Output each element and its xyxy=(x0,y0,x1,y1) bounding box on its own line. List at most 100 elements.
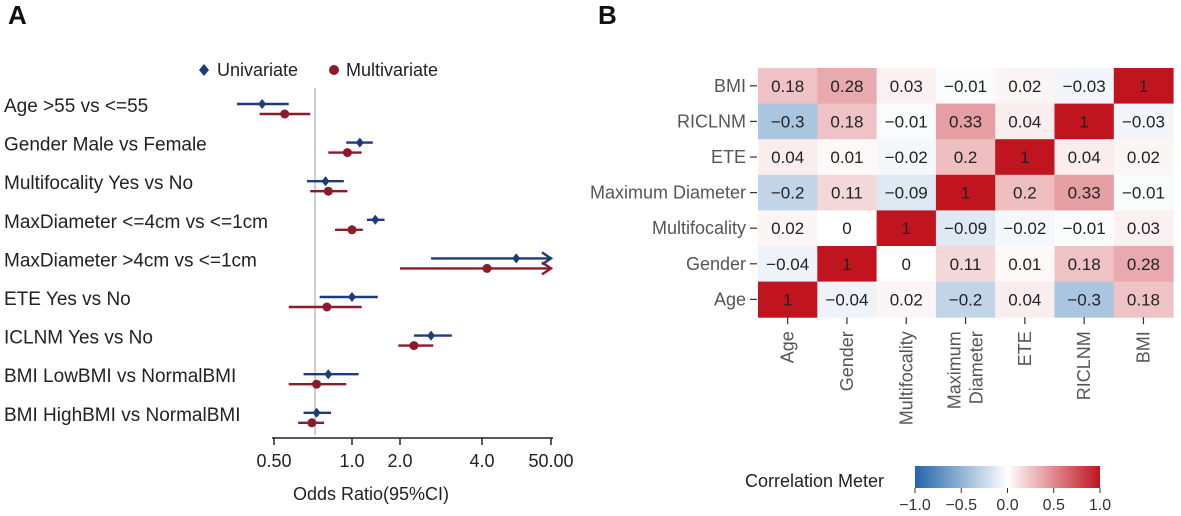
heatmap-cell xyxy=(995,68,1055,105)
y-axis-label: RICLNM xyxy=(677,111,746,131)
heatmap-cell xyxy=(817,139,878,176)
heatmap-cell xyxy=(995,139,1055,176)
x-tick-label: 4.0 xyxy=(469,451,494,471)
heatmap-cell-label: −0.01 xyxy=(885,112,928,131)
heatmap-cell xyxy=(1113,174,1174,211)
x-tick-label: 50.00 xyxy=(528,451,573,471)
heatmap-cell-label: 0.33 xyxy=(949,112,982,131)
legend-univariate-label: Univariate xyxy=(217,60,298,80)
heatmap-cell-label: 0.01 xyxy=(830,148,863,167)
heatmap-cell-label: 0.2 xyxy=(954,148,978,167)
multivariate-point xyxy=(347,225,357,235)
legend-multivariate-label: Multivariate xyxy=(346,60,438,80)
heatmap-cell-label: 0.04 xyxy=(1068,148,1101,167)
heatmap-cell-label: −0.01 xyxy=(1122,184,1165,203)
heatmap-cell-label: −0.09 xyxy=(885,184,928,203)
heatmap-cell xyxy=(817,210,878,247)
heatmap-cell-label: 0.33 xyxy=(1068,184,1101,203)
heatmap-cell xyxy=(876,139,937,176)
univariate-ci-arrow xyxy=(541,251,554,266)
row-label: Multifocality Yes vs No xyxy=(4,173,193,194)
multivariate-point xyxy=(482,263,492,273)
heatmap-cell-label: 0.01 xyxy=(1008,255,1041,274)
x-axis-label: ETE xyxy=(1015,331,1035,366)
univariate-point xyxy=(348,292,356,302)
heatmap-cell xyxy=(1054,68,1115,105)
heatmap-cell xyxy=(758,139,818,176)
x-axis-label: Maximum xyxy=(945,331,965,409)
row-label: MaxDiameter <=4cm vs <=1cm xyxy=(4,212,268,233)
heatmap-cell-label: −0.2 xyxy=(771,184,805,203)
heatmap-cell xyxy=(995,210,1055,247)
multivariate-ci-arrow xyxy=(541,261,554,276)
heatmap-cell xyxy=(758,174,818,211)
heatmap-cell xyxy=(817,103,878,140)
heatmap-cell-label: −0.2 xyxy=(949,290,983,309)
heatmap-cell xyxy=(1054,281,1115,318)
heatmap-cell-label: 1 xyxy=(1079,112,1088,131)
heatmap-cell xyxy=(935,103,996,140)
heatmap-cell-label: 0 xyxy=(842,219,851,238)
heatmap-cell-label: −0.02 xyxy=(1003,219,1046,238)
heatmap-cell-label: 0.18 xyxy=(1068,255,1101,274)
univariate-point xyxy=(512,253,521,264)
legend-multivariate-marker xyxy=(329,65,339,75)
x-axis-label: Age xyxy=(778,331,798,363)
heatmap-cell xyxy=(1054,210,1115,247)
heatmap-cell xyxy=(876,246,937,283)
heatmap-cell xyxy=(817,281,878,318)
heatmap-cell-label: 0.28 xyxy=(830,77,863,96)
univariate-point xyxy=(321,176,330,187)
row-label: BMI HighBMI vs NormalBMI xyxy=(4,405,240,426)
heatmap-cell-label: 0.02 xyxy=(771,219,804,238)
heatmap-cell-label: 1 xyxy=(1020,148,1029,167)
heatmap-cell-label: 0.02 xyxy=(1127,148,1160,167)
heatmap-cell-label: 1 xyxy=(1139,77,1148,96)
heatmap-cell xyxy=(817,174,878,211)
row-label: Gender Male vs Female xyxy=(4,135,207,156)
multivariate-point xyxy=(409,341,419,351)
heatmap-cell xyxy=(935,68,996,105)
heatmap-cell xyxy=(935,281,996,318)
heatmap-cell xyxy=(758,246,818,283)
y-axis-label: BMI xyxy=(714,76,746,96)
heatmap-cell-label: 1 xyxy=(842,255,851,274)
heatmap-cell-label: 0.18 xyxy=(771,77,804,96)
heatmap-cell-label: −0.04 xyxy=(766,255,809,274)
heatmap-cell-label: −0.03 xyxy=(1063,77,1106,96)
y-axis-label: Multifocality xyxy=(652,218,746,238)
multivariate-point xyxy=(342,148,352,158)
row-label: BMI LowBMI vs NormalBMI xyxy=(4,366,236,387)
multivariate-point xyxy=(307,418,317,428)
heatmap-cell xyxy=(995,281,1055,318)
univariate-point xyxy=(427,330,436,341)
heatmap-cell xyxy=(876,281,937,318)
heatmap-cell-label: 0.04 xyxy=(1008,112,1041,131)
heatmap-cell xyxy=(1113,210,1174,247)
row-label: ETE Yes vs No xyxy=(4,289,131,310)
heatmap-cell xyxy=(1054,103,1115,140)
row-label: Age >55 vs <=55 xyxy=(4,96,148,117)
heatmap-cell xyxy=(935,174,996,211)
colorbar-tick-label: −1.0 xyxy=(899,497,931,514)
heatmap-cell xyxy=(758,68,818,105)
heatmap-cell-label: 1 xyxy=(961,184,970,203)
x-tick-label: 2.0 xyxy=(387,451,412,471)
x-tick-label: 0.50 xyxy=(256,451,291,471)
univariate-point xyxy=(324,369,333,380)
x-axis-label: Diameter xyxy=(967,331,987,404)
heatmap-cell-label: 0.11 xyxy=(831,184,863,203)
heatmap-cell-label: 0.18 xyxy=(1127,290,1160,309)
heatmap-cell-label: 0.18 xyxy=(830,112,863,131)
heatmap-cell-label: −0.3 xyxy=(771,112,805,131)
heatmap-cell xyxy=(758,210,818,247)
colorbar-tick-label: 0.0 xyxy=(996,497,1018,514)
heatmap-cell xyxy=(935,210,996,247)
univariate-point xyxy=(371,214,380,225)
heatmap-cell xyxy=(1054,246,1115,283)
heatmap-cell xyxy=(1113,139,1174,176)
heatmap-cell xyxy=(876,174,937,211)
heatmap-cell xyxy=(758,281,818,318)
x-axis-title: Odds Ratio(95%CI) xyxy=(293,484,449,504)
